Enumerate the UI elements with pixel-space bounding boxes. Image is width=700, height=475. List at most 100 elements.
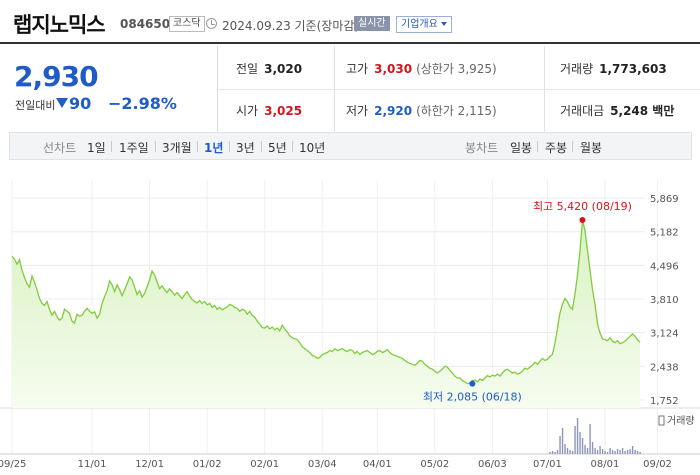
volume-legend-icon [658,415,665,426]
tab-1w[interactable]: 1주일 [119,141,149,155]
price-area [12,220,640,408]
chart-period-tabs: 선차트 1일 1주일 3개월 1년 3년 5년 10년 봉차트 일봉 주봉 월봉 [9,132,692,160]
upper-limit: (상한가 3,925) [416,62,497,76]
y-tick-label: 3,124 [650,329,679,340]
tab-separator [261,141,262,152]
current-price-panel: 2,930 전일대비 90 −2.98% [0,46,218,132]
x-tick-label: 05/02 [420,459,449,470]
tab-monthly[interactable]: 월봉 [580,141,603,155]
x-tick-label: 09/25 [0,459,26,470]
volume-bar [606,452,609,454]
x-tick-label: 11/01 [78,459,107,470]
volume-bar [616,449,619,454]
x-tick-label: 06/03 [478,459,507,470]
volume-bar [564,444,566,454]
realtime-button[interactable]: 실시간 [354,16,390,31]
tab-separator [197,141,198,152]
volume-bar [621,448,624,454]
stat-amount: 거래대금 5,248 백만 [560,102,674,119]
volume-label: 거래량 [667,415,695,427]
volume-bar [619,450,621,454]
volume-bar [566,448,569,454]
stat-label: 거래대금 [560,104,605,118]
y-tick-label: 5,869 [650,194,679,205]
tab-separator [111,141,112,152]
max-annotation: 최고 5,420 (08/19) [533,200,632,213]
stat-value: 1,773,603 [599,62,667,76]
tab-separator [155,141,156,152]
stat-value: 3,030 [374,62,413,76]
volume-bar [581,438,584,454]
stat-open: 시가 3,025 [236,102,302,119]
company-info-label: 기업개요 [401,19,438,30]
x-tick-label: 03/04 [308,459,337,470]
volume-bar [591,442,594,454]
y-tick-label: 3,810 [650,295,679,306]
stat-label: 고가 [346,62,369,76]
volume-bar [609,448,611,454]
tab-1d[interactable]: 1일 [87,141,106,155]
stat-low: 저가 2,920 (하한가 2,115) [346,102,497,119]
volume-bar [554,452,556,454]
volume-bar [589,424,591,454]
price-chart[interactable]: 5,869 5,182 4,496 3,810 3,124 2,438 1,752 최고 5… [0,180,700,475]
clock-icon [206,18,217,29]
tab-separator [292,141,293,152]
volume-bar [601,449,604,454]
stat-volume: 거래량 1,773,603 [560,60,667,77]
stat-label: 저가 [346,104,369,118]
y-tick-label: 5,182 [650,228,679,239]
tab-daily[interactable]: 일봉 [510,141,533,155]
tab-separator [537,141,538,152]
down-triangle-icon [56,98,68,108]
min-point [469,380,476,387]
stat-prev-close: 전일 3,020 [236,60,302,77]
tab-10y[interactable]: 10년 [299,141,326,155]
x-tick-label: 01/02 [193,459,222,470]
min-annotation: 최저 2,085 (06/18) [423,391,522,404]
extreme-marks: 최고 5,420 (08/19) 최저 2,085 (06/18) [423,200,632,404]
y-tick-label: 4,496 [650,261,679,272]
volume-bar [599,446,601,454]
stat-value: 5,248 백만 [610,104,675,118]
volume-bar [604,451,606,454]
tab-3m[interactable]: 3개월 [162,141,192,155]
tab-3y[interactable]: 3년 [236,141,255,155]
volume-bar [579,432,581,454]
x-tick-label: 12/01 [135,459,164,470]
company-info-dropdown[interactable]: 기업개요 [396,16,452,33]
price-change-pct: −2.98% [108,94,177,113]
volume-bar [629,449,631,454]
price-diff: 90 [69,94,92,113]
volume-bar [614,451,616,454]
line-chart-title: 선차트 [43,141,77,155]
volume-bar [571,451,574,454]
x-tick-label: 04/01 [363,459,392,470]
volume-bar [574,426,576,454]
volume-bar [551,451,554,454]
stat-value: 3,020 [264,62,303,76]
stock-name: 랩지노믹스 [13,13,106,37]
x-tick-label: 02/01 [250,459,279,470]
tab-1y[interactable]: 1년 [204,141,224,155]
market-badge: 코스닥 [169,16,205,32]
diff-label: 전일대비 [15,99,56,112]
stat-high: 고가 3,030 (상한가 3,925) [346,60,497,77]
volume-bar [584,445,586,454]
stat-label: 전일 [236,62,259,76]
stock-header: 랩지노믹스 084650 코스닥 2024.09.23 기준(장마감) 실시간 … [0,0,700,44]
tab-weekly[interactable]: 주봉 [545,141,568,155]
tab-separator [572,141,573,152]
lower-limit: (하한가 2,115) [416,104,497,118]
tab-5y[interactable]: 5년 [268,141,287,155]
y-tick-label: 2,438 [650,362,679,373]
volume-bar [576,418,579,454]
y-axis: 5,869 5,182 4,496 3,810 3,124 2,438 1,752 [650,194,679,407]
volume-bar [559,436,561,454]
volume-bar [639,452,641,454]
tab-separator [229,141,230,152]
volume-bars: 거래량 [549,415,695,454]
volume-bar [611,450,614,454]
volume-bar [636,451,639,454]
x-tick-label: 09/02 [643,459,672,470]
